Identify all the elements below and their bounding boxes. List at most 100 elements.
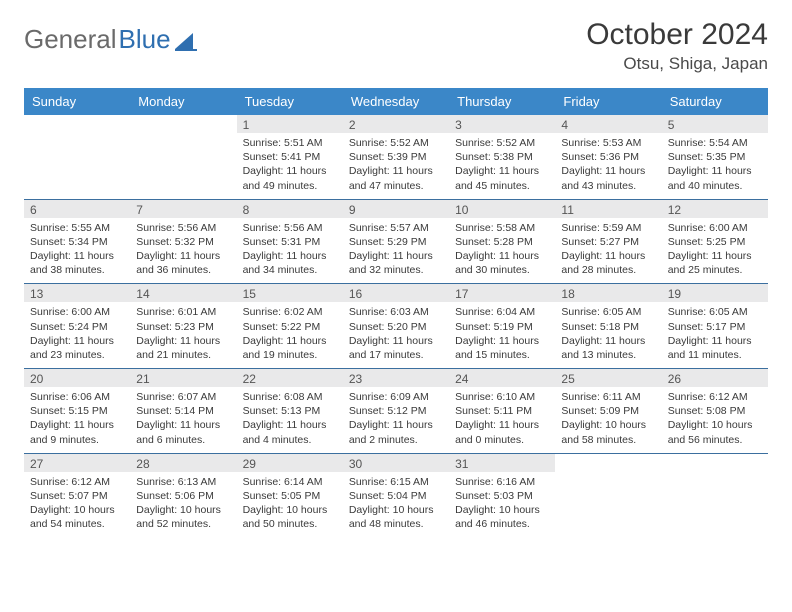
day-content: Sunrise: 6:04 AMSunset: 5:19 PMDaylight:… bbox=[449, 302, 555, 368]
day-line: Sunset: 5:14 PM bbox=[136, 404, 230, 418]
day-content: Sunrise: 6:06 AMSunset: 5:15 PMDaylight:… bbox=[24, 387, 130, 453]
day-line: and 23 minutes. bbox=[30, 348, 124, 362]
day-line: and 0 minutes. bbox=[455, 433, 549, 447]
day-number: 20 bbox=[24, 369, 130, 387]
day-line: Sunset: 5:29 PM bbox=[349, 235, 443, 249]
day-line: Sunrise: 5:52 AM bbox=[349, 136, 443, 150]
day-number: 10 bbox=[449, 200, 555, 218]
calendar-cell: 6Sunrise: 5:55 AMSunset: 5:34 PMDaylight… bbox=[24, 200, 130, 284]
calendar-cell: 13Sunrise: 6:00 AMSunset: 5:24 PMDayligh… bbox=[24, 284, 130, 368]
day-line: Sunset: 5:38 PM bbox=[455, 150, 549, 164]
day-number: 4 bbox=[555, 115, 661, 133]
day-number: 16 bbox=[343, 284, 449, 302]
day-line: Sunrise: 6:04 AM bbox=[455, 305, 549, 319]
day-line: and 11 minutes. bbox=[668, 348, 762, 362]
day-line: Daylight: 10 hours bbox=[243, 503, 337, 517]
day-number: 26 bbox=[662, 369, 768, 387]
day-content: Sunrise: 6:12 AMSunset: 5:07 PMDaylight:… bbox=[24, 472, 130, 538]
day-content: Sunrise: 6:16 AMSunset: 5:03 PMDaylight:… bbox=[449, 472, 555, 538]
calendar-cell: 4Sunrise: 5:53 AMSunset: 5:36 PMDaylight… bbox=[555, 115, 661, 199]
day-line: Sunset: 5:03 PM bbox=[455, 489, 549, 503]
calendar-cell bbox=[24, 115, 130, 199]
day-number: 2 bbox=[343, 115, 449, 133]
day-line: Sunrise: 5:54 AM bbox=[668, 136, 762, 150]
calendar-header-row: SundayMondayTuesdayWednesdayThursdayFrid… bbox=[24, 88, 768, 115]
day-line: Sunrise: 6:01 AM bbox=[136, 305, 230, 319]
calendar-cell: 25Sunrise: 6:11 AMSunset: 5:09 PMDayligh… bbox=[555, 369, 661, 453]
day-line: Daylight: 11 hours bbox=[136, 249, 230, 263]
day-line: Sunrise: 5:59 AM bbox=[561, 221, 655, 235]
calendar-header-cell: Thursday bbox=[449, 88, 555, 115]
day-line: Sunset: 5:31 PM bbox=[243, 235, 337, 249]
day-content: Sunrise: 6:14 AMSunset: 5:05 PMDaylight:… bbox=[237, 472, 343, 538]
day-content: Sunrise: 5:56 AMSunset: 5:32 PMDaylight:… bbox=[130, 218, 236, 284]
day-line: Sunrise: 5:51 AM bbox=[243, 136, 337, 150]
calendar-cell bbox=[662, 454, 768, 538]
day-line: Daylight: 11 hours bbox=[30, 334, 124, 348]
day-line: Daylight: 11 hours bbox=[243, 334, 337, 348]
day-line: Daylight: 11 hours bbox=[455, 164, 549, 178]
day-line: and 17 minutes. bbox=[349, 348, 443, 362]
day-number: 11 bbox=[555, 200, 661, 218]
page-subtitle: Otsu, Shiga, Japan bbox=[586, 54, 768, 74]
day-content bbox=[24, 133, 130, 142]
day-line: Sunrise: 6:06 AM bbox=[30, 390, 124, 404]
calendar-row: 13Sunrise: 6:00 AMSunset: 5:24 PMDayligh… bbox=[24, 284, 768, 369]
day-line: Sunrise: 6:00 AM bbox=[668, 221, 762, 235]
day-number: 25 bbox=[555, 369, 661, 387]
day-content: Sunrise: 5:51 AMSunset: 5:41 PMDaylight:… bbox=[237, 133, 343, 199]
day-line: Sunset: 5:32 PM bbox=[136, 235, 230, 249]
calendar-cell: 10Sunrise: 5:58 AMSunset: 5:28 PMDayligh… bbox=[449, 200, 555, 284]
day-number: 7 bbox=[130, 200, 236, 218]
day-content: Sunrise: 5:52 AMSunset: 5:39 PMDaylight:… bbox=[343, 133, 449, 199]
day-line: Sunrise: 6:12 AM bbox=[30, 475, 124, 489]
day-number: 13 bbox=[24, 284, 130, 302]
day-line: and 58 minutes. bbox=[561, 433, 655, 447]
calendar-cell: 23Sunrise: 6:09 AMSunset: 5:12 PMDayligh… bbox=[343, 369, 449, 453]
day-line: and 54 minutes. bbox=[30, 517, 124, 531]
day-number: 15 bbox=[237, 284, 343, 302]
day-line: Sunset: 5:39 PM bbox=[349, 150, 443, 164]
logo-text-gray: General bbox=[24, 24, 117, 55]
day-line: and 40 minutes. bbox=[668, 179, 762, 193]
day-line: and 32 minutes. bbox=[349, 263, 443, 277]
day-line: Sunset: 5:12 PM bbox=[349, 404, 443, 418]
calendar-cell: 14Sunrise: 6:01 AMSunset: 5:23 PMDayligh… bbox=[130, 284, 236, 368]
day-line: Sunrise: 6:05 AM bbox=[561, 305, 655, 319]
day-line: and 2 minutes. bbox=[349, 433, 443, 447]
calendar-header-cell: Wednesday bbox=[343, 88, 449, 115]
day-line: and 30 minutes. bbox=[455, 263, 549, 277]
day-line: Daylight: 11 hours bbox=[455, 334, 549, 348]
day-content bbox=[130, 133, 236, 142]
day-line: Sunset: 5:18 PM bbox=[561, 320, 655, 334]
day-line: Sunset: 5:15 PM bbox=[30, 404, 124, 418]
day-line: and 15 minutes. bbox=[455, 348, 549, 362]
calendar-cell: 1Sunrise: 5:51 AMSunset: 5:41 PMDaylight… bbox=[237, 115, 343, 199]
day-line: Sunset: 5:19 PM bbox=[455, 320, 549, 334]
day-line: and 43 minutes. bbox=[561, 179, 655, 193]
day-number: 14 bbox=[130, 284, 236, 302]
day-number: 3 bbox=[449, 115, 555, 133]
calendar-cell bbox=[130, 115, 236, 199]
day-line: Sunrise: 5:58 AM bbox=[455, 221, 549, 235]
day-line: Sunset: 5:06 PM bbox=[136, 489, 230, 503]
calendar-body: 1Sunrise: 5:51 AMSunset: 5:41 PMDaylight… bbox=[24, 115, 768, 537]
day-content: Sunrise: 6:00 AMSunset: 5:25 PMDaylight:… bbox=[662, 218, 768, 284]
day-number: 23 bbox=[343, 369, 449, 387]
day-line: Sunrise: 6:12 AM bbox=[668, 390, 762, 404]
day-line: Sunrise: 6:03 AM bbox=[349, 305, 443, 319]
day-line: Daylight: 10 hours bbox=[136, 503, 230, 517]
day-number: 30 bbox=[343, 454, 449, 472]
day-number bbox=[662, 454, 768, 472]
calendar: SundayMondayTuesdayWednesdayThursdayFrid… bbox=[24, 88, 768, 537]
day-line: Sunrise: 6:00 AM bbox=[30, 305, 124, 319]
day-content: Sunrise: 5:54 AMSunset: 5:35 PMDaylight:… bbox=[662, 133, 768, 199]
calendar-cell bbox=[555, 454, 661, 538]
calendar-cell: 21Sunrise: 6:07 AMSunset: 5:14 PMDayligh… bbox=[130, 369, 236, 453]
day-content: Sunrise: 6:12 AMSunset: 5:08 PMDaylight:… bbox=[662, 387, 768, 453]
day-content: Sunrise: 6:09 AMSunset: 5:12 PMDaylight:… bbox=[343, 387, 449, 453]
day-line: and 38 minutes. bbox=[30, 263, 124, 277]
day-line: and 49 minutes. bbox=[243, 179, 337, 193]
day-line: and 21 minutes. bbox=[136, 348, 230, 362]
calendar-cell: 16Sunrise: 6:03 AMSunset: 5:20 PMDayligh… bbox=[343, 284, 449, 368]
